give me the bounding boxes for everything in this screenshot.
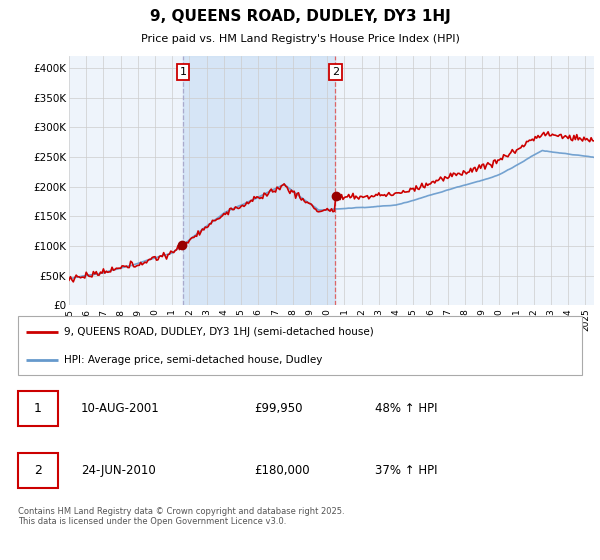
Text: 1: 1 (179, 67, 187, 77)
Text: HPI: Average price, semi-detached house, Dudley: HPI: Average price, semi-detached house,… (64, 355, 322, 365)
Text: 24-JUN-2010: 24-JUN-2010 (81, 464, 156, 477)
Text: 37% ↑ HPI: 37% ↑ HPI (375, 464, 437, 477)
Text: 9, QUEENS ROAD, DUDLEY, DY3 1HJ (semi-detached house): 9, QUEENS ROAD, DUDLEY, DY3 1HJ (semi-de… (64, 326, 374, 337)
FancyBboxPatch shape (18, 452, 58, 488)
Text: 2: 2 (34, 464, 42, 477)
FancyBboxPatch shape (18, 391, 58, 427)
Text: 1: 1 (34, 402, 42, 416)
Text: 2: 2 (332, 67, 339, 77)
FancyBboxPatch shape (18, 316, 582, 375)
Text: 10-AUG-2001: 10-AUG-2001 (81, 402, 160, 416)
Text: 9, QUEENS ROAD, DUDLEY, DY3 1HJ: 9, QUEENS ROAD, DUDLEY, DY3 1HJ (149, 9, 451, 24)
Text: £180,000: £180,000 (254, 464, 310, 477)
Text: £99,950: £99,950 (254, 402, 302, 416)
Bar (183, 56, 335, 305)
Text: Price paid vs. HM Land Registry's House Price Index (HPI): Price paid vs. HM Land Registry's House … (140, 34, 460, 44)
Text: Contains HM Land Registry data © Crown copyright and database right 2025.
This d: Contains HM Land Registry data © Crown c… (18, 507, 344, 526)
Text: 48% ↑ HPI: 48% ↑ HPI (375, 402, 437, 416)
